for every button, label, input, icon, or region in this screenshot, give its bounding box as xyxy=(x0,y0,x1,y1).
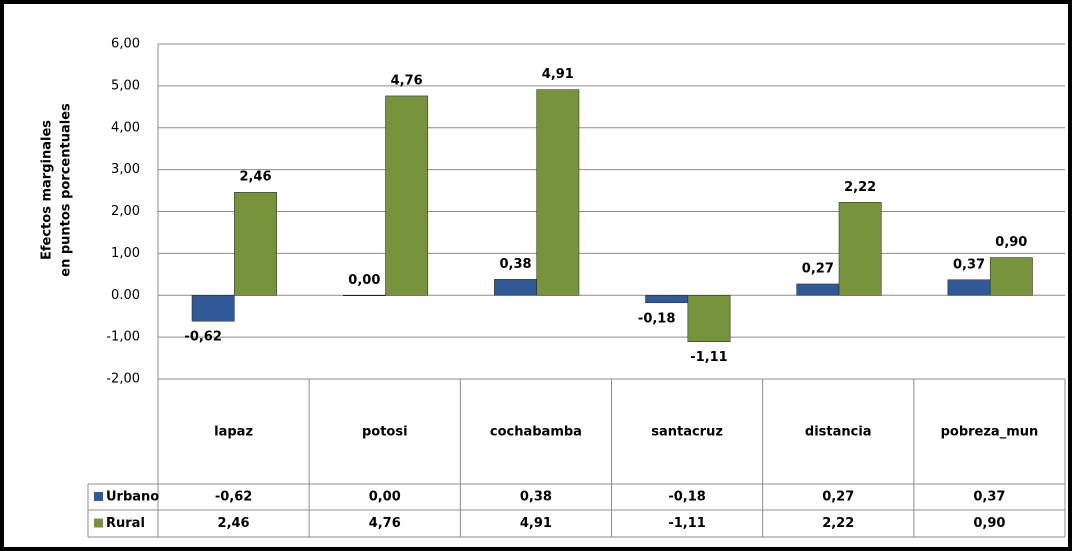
table-cell: 0,37 xyxy=(973,490,1005,505)
table-cell: 0,90 xyxy=(973,516,1005,531)
bar xyxy=(536,89,580,296)
data-label: 2,46 xyxy=(239,170,271,185)
table-cell: 0,38 xyxy=(520,490,552,505)
y-tick-label: 0.00 xyxy=(111,288,140,303)
data-label: 4,91 xyxy=(542,67,574,82)
y-tick-label: -1,00 xyxy=(106,330,140,345)
bar xyxy=(234,191,277,296)
y-tick-label: 5,00 xyxy=(111,78,140,93)
bar xyxy=(838,202,882,296)
table-cell: 0,00 xyxy=(369,490,401,505)
x-tick-label: pobreza_mun xyxy=(941,425,1039,440)
table-cell: -0,18 xyxy=(668,490,705,505)
data-label: -0,18 xyxy=(638,311,675,326)
bar xyxy=(494,279,537,296)
y-tick-label: 6,00 xyxy=(111,37,140,52)
data-label: 4,76 xyxy=(391,73,423,88)
data-label: 0,27 xyxy=(802,261,834,276)
x-tick-label: lapaz xyxy=(214,425,253,440)
x-tick-label: potosi xyxy=(362,425,408,440)
data-label: 0,90 xyxy=(995,235,1027,250)
table-cell: -0,62 xyxy=(215,490,252,505)
table-cell: 0,27 xyxy=(822,490,854,505)
data-label: -0,62 xyxy=(184,330,221,345)
legend-label: Rural xyxy=(106,516,145,531)
bar xyxy=(385,95,429,296)
data-label: -1,11 xyxy=(690,350,727,365)
x-tick-label: distancia xyxy=(805,425,872,440)
table-cell: 4,76 xyxy=(369,516,401,531)
y-tick-label: 1,00 xyxy=(111,246,140,261)
y-tick-label: 3,00 xyxy=(111,162,140,177)
y-tick-label: 4,00 xyxy=(111,120,140,135)
data-label: 0,00 xyxy=(348,273,380,288)
y-axis-title: en puntos porcentuales xyxy=(59,103,74,277)
table-cell: 4,91 xyxy=(520,516,552,531)
bar xyxy=(645,295,689,304)
y-tick-label: -2,00 xyxy=(106,372,140,387)
y-axis-title: Efectos marginales xyxy=(40,120,55,260)
bar xyxy=(342,295,386,296)
data-label: 0,38 xyxy=(499,257,531,272)
bar xyxy=(687,295,731,342)
table-cell: 2,22 xyxy=(822,516,854,531)
bar xyxy=(989,257,1033,296)
bar xyxy=(796,283,840,296)
table-cell: -1,11 xyxy=(668,516,705,531)
bar xyxy=(191,295,235,322)
bar xyxy=(947,279,991,296)
x-tick-label: santacruz xyxy=(651,425,723,440)
x-tick-label: cochabamba xyxy=(490,425,582,440)
table-cell: 2,46 xyxy=(218,516,250,531)
legend-swatch xyxy=(94,518,103,528)
y-tick-label: 2,00 xyxy=(111,204,140,219)
data-label: 2,22 xyxy=(844,180,876,195)
data-label: 0,37 xyxy=(953,257,985,272)
legend-label: Urbano xyxy=(106,490,159,505)
legend-swatch xyxy=(94,492,103,501)
